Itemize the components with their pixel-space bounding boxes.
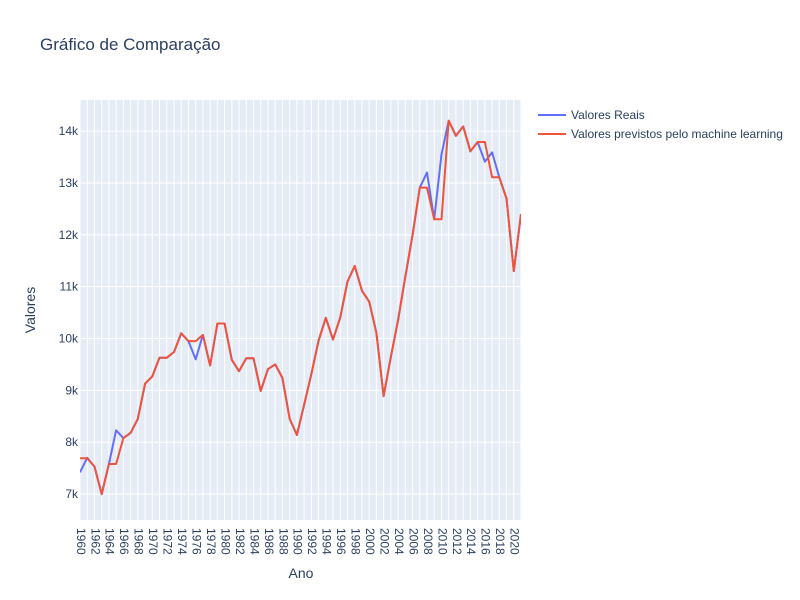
x-tick-label: 2012 [450,528,464,555]
x-axis-title: Ano [289,565,314,581]
legend-item[interactable]: Valores previstos pelo machine learning [538,127,783,141]
x-tick-label: 1976 [190,528,204,555]
legend-label: Valores Reais [571,108,645,122]
chart-title: Gráfico de Comparação [40,35,220,54]
x-tick-label: 2000 [363,528,377,555]
y-axis-title: Valores [22,287,38,333]
x-tick-label: 2006 [406,528,420,555]
x-gridlines [79,100,522,520]
legend[interactable]: Valores Reais Valores previstos pelo mach… [538,108,783,141]
x-tick-label: 2004 [392,528,406,555]
x-tick-label: 1994 [320,528,334,555]
y-tick-label: 10k [59,332,79,346]
x-tick-label: 1996 [334,528,348,555]
x-tick-label: 1978 [204,528,218,555]
x-tick-label: 1960 [74,528,88,555]
y-tick-label: 8k [65,435,79,449]
x-tick-label: 1992 [305,528,319,555]
y-tick-label: 12k [59,228,79,242]
y-gridlines [80,130,521,495]
x-tick-label: 1988 [276,528,290,555]
legend-label: Valores previstos pelo machine learning [571,127,783,141]
x-tick-label: 1986 [262,528,276,555]
y-tick-label: 7k [65,487,79,501]
x-tick-label: 1998 [349,528,363,555]
x-tick-labels: 1960 1962 1964 1966 1968 1970 1972 1974 1976 1978… [74,528,522,555]
x-tick-label: 1962 [88,528,102,555]
x-tick-label: 1972 [161,528,175,555]
x-tick-label: 1964 [103,528,117,555]
series-line-1 [80,119,521,496]
series-lines [80,119,521,496]
x-tick-label: 1974 [175,528,189,555]
x-tick-label: 2002 [377,528,391,555]
x-tick-label: 2016 [479,528,493,555]
x-tick-label: 2018 [493,528,507,555]
x-tick-label: 1968 [132,528,146,555]
x-tick-label: 1970 [146,528,160,555]
legend-item[interactable]: Valores Reais [538,108,645,122]
y-tick-label: 13k [59,176,79,190]
x-tick-label: 1980 [218,528,232,555]
x-tick-label: 1982 [233,528,247,555]
y-tick-label: 9k [65,383,79,397]
x-tick-label: 2020 [508,528,522,555]
x-tick-label: 2014 [464,528,478,555]
y-tick-label: 14k [59,124,79,138]
x-tick-label: 2010 [435,528,449,555]
y-tick-labels: 7k 8k 9k 10k 11k 12k 13k 14k [59,124,79,501]
x-tick-label: 1966 [117,528,131,555]
x-tick-label: 1990 [291,528,305,555]
plot-area [80,100,521,520]
y-tick-label: 11k [60,280,79,294]
x-tick-label: 1984 [247,528,261,555]
x-tick-label: 2008 [421,528,435,555]
